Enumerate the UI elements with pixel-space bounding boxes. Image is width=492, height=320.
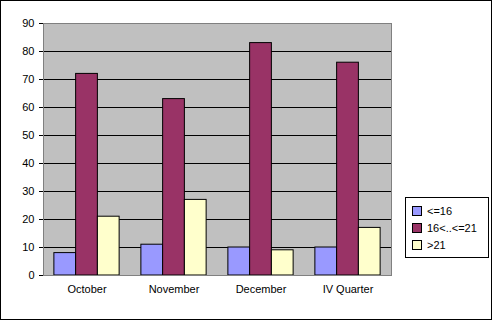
svg-text:October: October (67, 283, 106, 295)
svg-text:70: 70 (22, 73, 34, 85)
html-text:<=16: <=16 (427, 204, 453, 217)
svg-text:40: 40 (22, 157, 34, 169)
html-text:>21: >21 (427, 238, 446, 251)
svg-text:IV Quarter: IV Quarter (323, 283, 374, 295)
html-text:16<..<=21: 16<..<=21 (427, 221, 477, 234)
svg-text:December: December (236, 283, 287, 295)
svg-text:10: 10 (22, 241, 34, 253)
svg-text:0: 0 (28, 269, 34, 281)
svg-text:November: November (149, 283, 200, 295)
svg-text:60: 60 (22, 101, 34, 113)
svg-text:90: 90 (22, 17, 34, 29)
svg-text:80: 80 (22, 45, 34, 57)
svg-text:20: 20 (22, 213, 34, 225)
svg-text:50: 50 (22, 129, 34, 141)
svg-text:30: 30 (22, 185, 34, 197)
